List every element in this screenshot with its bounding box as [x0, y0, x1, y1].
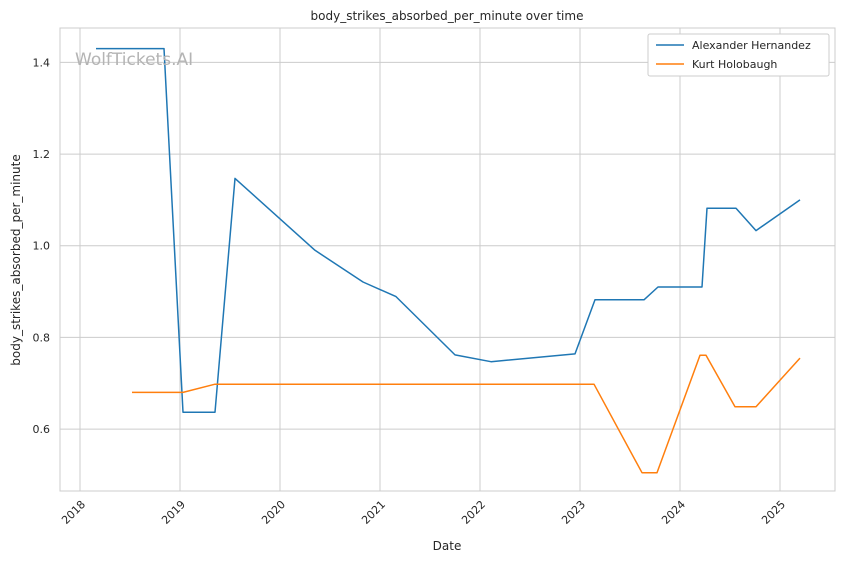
x-axis-label: Date [433, 539, 462, 553]
x-tick-label: 2018 [59, 498, 88, 527]
y-tick-label: 0.6 [33, 423, 51, 436]
x-tick-label: 2022 [459, 498, 488, 527]
x-tick-label: 2020 [259, 498, 288, 527]
legend: Alexander Hernandez Kurt Holobaugh [647, 33, 830, 77]
x-tick-label: 2021 [359, 498, 388, 527]
x-tick-label: 2024 [659, 498, 688, 527]
x-tick-label: 2025 [759, 498, 788, 527]
x-tick-label: 2019 [159, 498, 188, 527]
y-axis-label: body_strikes_absorbed_per_minute [9, 154, 23, 365]
chart-title: body_strikes_absorbed_per_minute over ti… [311, 9, 584, 23]
plot-area [59, 27, 836, 492]
y-tick-label: 0.8 [33, 331, 51, 344]
y-tick-label: 1.4 [33, 56, 51, 69]
x-tick-label: 2023 [559, 498, 588, 527]
watermark: WolfTickets.AI [75, 50, 193, 70]
y-tick-label: 1.2 [33, 148, 51, 161]
series-line-alexander-hernandez [96, 47, 801, 413]
y-tick-label: 1.0 [33, 240, 51, 253]
series-line-kurt-holobaugh [132, 354, 801, 474]
legend-label-alexander-hernandez: Alexander Hernandez [692, 39, 811, 52]
series-layer [96, 47, 801, 474]
legend-box [647, 33, 830, 77]
legend-label-kurt-holobaugh: Kurt Holobaugh [692, 58, 777, 71]
